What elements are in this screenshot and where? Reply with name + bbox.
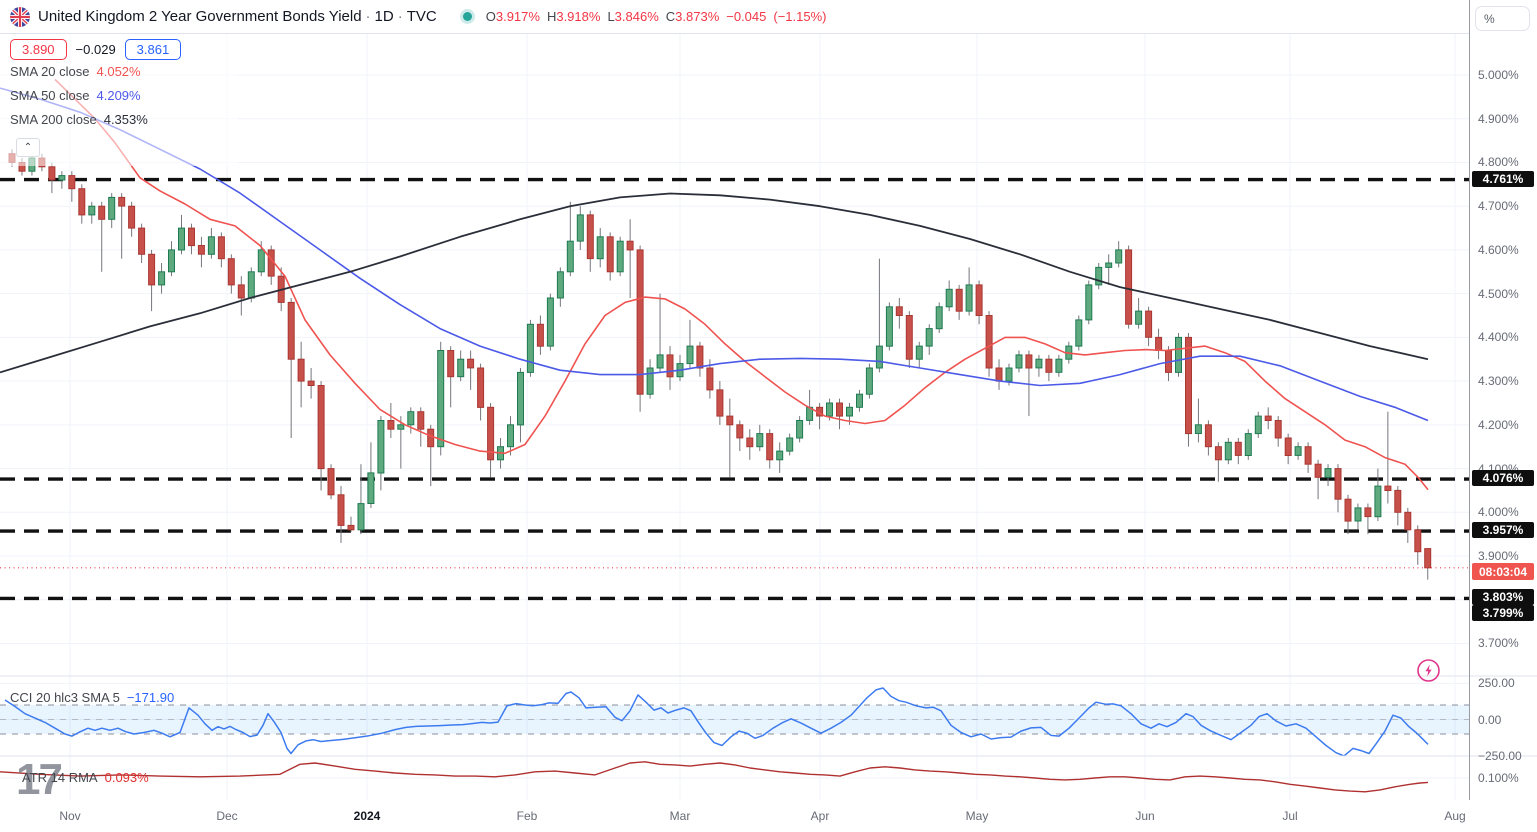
price-level-label: 3.803% xyxy=(1472,589,1534,605)
price-level-label: 4.761% xyxy=(1472,171,1534,187)
price-tick-label: 5.000% xyxy=(1478,68,1519,82)
month-label: Feb xyxy=(516,809,538,823)
month-label: Apr xyxy=(810,809,830,823)
price-tick-label: 4.500% xyxy=(1478,287,1519,301)
legend-sma50[interactable]: SMA 50 close 4.209% xyxy=(10,88,141,103)
boost-lightning-icon[interactable] xyxy=(1416,658,1441,683)
sma200-value: 4.353% xyxy=(103,112,148,127)
atr-tick-label: 0.100% xyxy=(1478,771,1519,785)
price-tick-label: 4.300% xyxy=(1478,374,1519,388)
price-level-label: 3.799% xyxy=(1472,605,1534,621)
market-status-icon[interactable] xyxy=(462,12,472,21)
price-level-label: 4.076% xyxy=(1472,470,1534,486)
price-tick-label: 4.900% xyxy=(1478,112,1519,126)
month-label: Jul xyxy=(1282,809,1298,823)
cci-tick-label: 250.00 xyxy=(1478,676,1515,690)
cci-tick-label: −250.00 xyxy=(1478,749,1522,763)
price-tick-label: 3.700% xyxy=(1478,636,1519,650)
price-axis[interactable]: % 5.000% 4.900% 4.800% 4.700% 4.600% 4.500% 4.… xyxy=(1470,0,1537,800)
price-tick-label: 4.200% xyxy=(1478,418,1519,432)
countdown-label: 08:03:04 xyxy=(1472,563,1534,580)
collapse-chevron-button[interactable]: ⌃ xyxy=(16,138,40,157)
price-tick-label: 4.800% xyxy=(1478,155,1519,169)
chevron-up-icon: ⌃ xyxy=(23,141,33,153)
legend-sma200[interactable]: SMA 200 close 4.353% xyxy=(10,112,148,127)
month-label: Dec xyxy=(216,809,238,823)
buy-button[interactable]: 3.861 xyxy=(124,39,182,60)
atr-value: 0.093% xyxy=(104,770,149,785)
time-axis[interactable]: Nov Dec 2024 Feb Mar Apr May Jun Jul Aug xyxy=(0,800,1537,832)
legend-cci[interactable]: CCI 20 hlc3 SMA 5 −171.90 xyxy=(10,690,175,705)
price-tick-label: 3.900% xyxy=(1478,549,1519,563)
month-label: Jun xyxy=(1135,809,1155,823)
spread-change: −0.029 xyxy=(75,42,116,57)
legend-atr[interactable]: ATR 14 RMA 0.093% xyxy=(22,770,149,785)
price-tick-label: 4.600% xyxy=(1478,243,1519,257)
header-bar: United Kingdom 2 Year Government Bonds Y… xyxy=(0,0,1469,34)
price-tick-label: 4.700% xyxy=(1478,199,1519,213)
cci-value: −171.90 xyxy=(126,690,175,705)
month-label: May xyxy=(965,809,989,823)
price-level-label: 3.957% xyxy=(1472,522,1534,538)
change-percent: (−1.15%) xyxy=(773,9,827,24)
month-label: 2024 xyxy=(353,809,381,823)
sell-button[interactable]: 3.890 xyxy=(10,39,67,60)
price-unit-button[interactable]: % xyxy=(1475,6,1530,31)
month-label: Nov xyxy=(59,809,81,823)
legend-sma20[interactable]: SMA 20 close 4.052% xyxy=(10,64,141,79)
price-tick-label: 4.400% xyxy=(1478,330,1519,344)
quote-row: 3.890 −0.029 3.861 xyxy=(10,39,182,60)
month-label: Mar xyxy=(669,809,691,823)
uk-flag-icon xyxy=(10,6,30,27)
sma50-value: 4.209% xyxy=(96,88,141,103)
ohlc-readout: O3.917% H3.918% L3.846% C3.873% −0.045 (… xyxy=(485,9,827,24)
sma20-value: 4.052% xyxy=(96,64,141,79)
price-tick-label: 4.000% xyxy=(1478,505,1519,519)
symbol-title[interactable]: United Kingdom 2 Year Government Bonds Y… xyxy=(38,8,437,25)
change-value: −0.045 xyxy=(726,9,767,24)
month-label: Aug xyxy=(1444,809,1466,823)
cci-tick-label: 0.00 xyxy=(1478,713,1502,727)
tradingview-watermark: 17 xyxy=(16,755,63,804)
